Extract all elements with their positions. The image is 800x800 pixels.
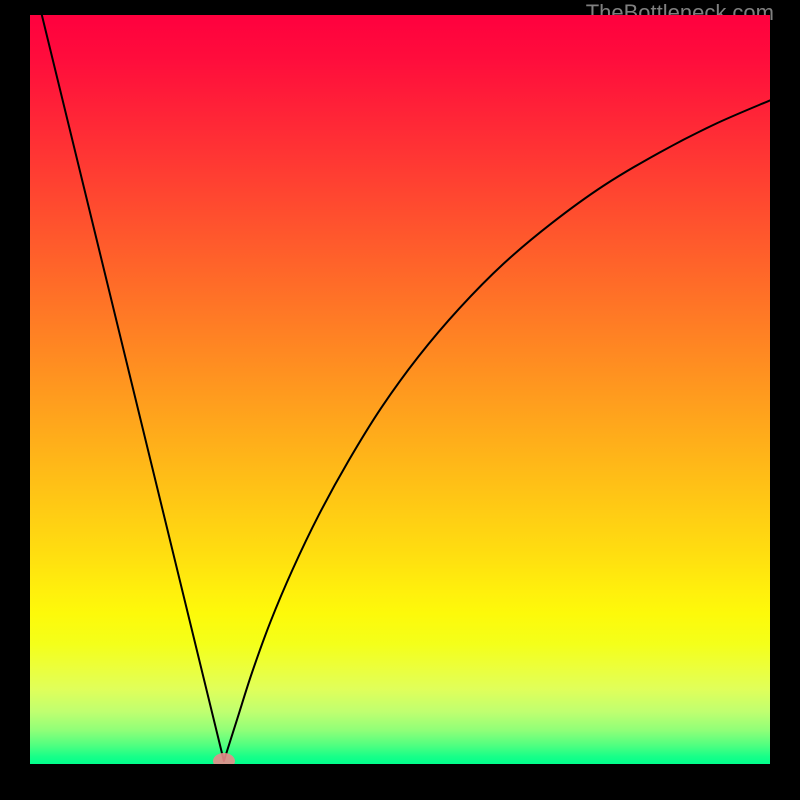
bottleneck-curve	[30, 15, 770, 764]
optimal-point-marker	[213, 753, 235, 764]
plot-area	[30, 15, 770, 764]
chart-container: { "canvas": { "width": 800, "height": 80…	[0, 0, 800, 800]
